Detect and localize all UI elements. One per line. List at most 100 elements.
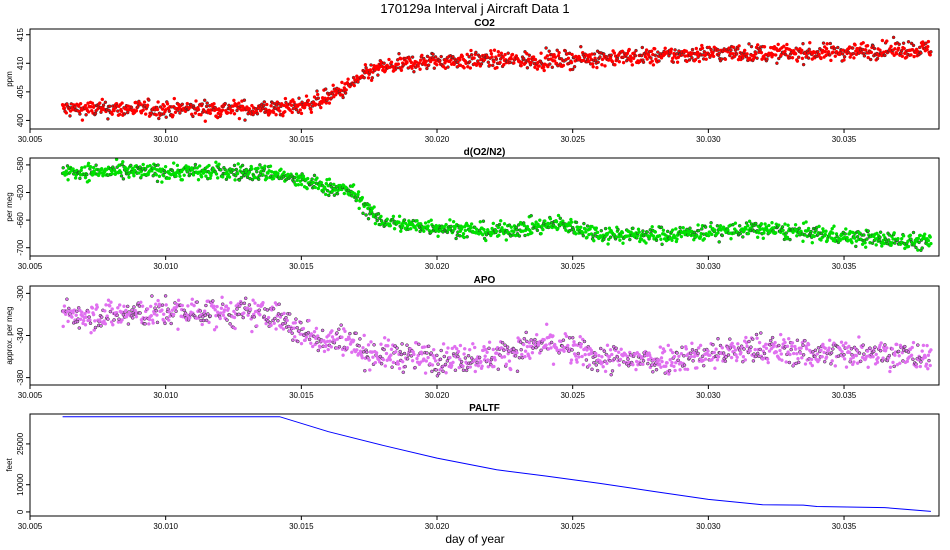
data-point — [620, 230, 625, 235]
data-point — [696, 223, 700, 227]
data-point — [783, 49, 787, 54]
data-point — [366, 76, 371, 80]
data-point — [311, 180, 316, 185]
data-point — [148, 163, 152, 168]
data-point — [242, 311, 246, 315]
data-point — [525, 224, 530, 229]
data-point — [827, 53, 832, 57]
data-point — [919, 51, 923, 55]
data-point — [312, 173, 317, 178]
data-point — [700, 227, 704, 231]
data-point — [279, 102, 284, 106]
data-point — [878, 235, 882, 240]
data-point — [614, 346, 618, 351]
data-point — [394, 66, 399, 70]
data-point — [160, 180, 164, 184]
data-point — [504, 362, 509, 366]
data-point — [373, 221, 378, 226]
data-point — [592, 238, 596, 243]
data-point — [599, 228, 604, 233]
data-point — [304, 335, 309, 339]
data-point — [893, 47, 897, 51]
data-point — [256, 177, 261, 182]
data-point — [570, 52, 574, 57]
data-point — [754, 52, 758, 56]
data-point — [231, 168, 235, 172]
data-point — [138, 311, 142, 315]
data-point — [362, 75, 366, 80]
data-point — [245, 306, 250, 310]
data-point — [900, 54, 905, 59]
data-point — [560, 344, 564, 348]
data-point — [810, 240, 815, 245]
data-point — [911, 230, 916, 235]
data-point — [657, 358, 661, 362]
data-point — [750, 337, 755, 341]
data-point — [876, 356, 880, 360]
data-point — [109, 320, 114, 324]
data-point — [773, 53, 778, 57]
data-point — [156, 100, 160, 104]
data-point — [262, 100, 267, 104]
data-point — [803, 338, 807, 343]
data-point — [291, 338, 295, 342]
data-point — [861, 343, 865, 347]
data-point — [110, 171, 114, 176]
data-point — [121, 160, 125, 164]
data-point — [679, 234, 684, 239]
data-point — [591, 234, 595, 239]
data-point — [669, 47, 674, 51]
data-point — [773, 231, 778, 235]
data-point — [872, 46, 877, 51]
data-point — [171, 161, 176, 165]
data-point — [897, 42, 901, 47]
data-point — [248, 307, 253, 311]
data-point — [823, 346, 828, 350]
data-point — [78, 176, 82, 181]
data-point — [892, 231, 896, 235]
data-point — [871, 354, 875, 359]
data-point — [496, 49, 501, 54]
data-point — [451, 360, 455, 365]
data-point — [513, 354, 518, 358]
data-point — [747, 339, 751, 344]
data-point — [773, 340, 777, 345]
data-point — [929, 348, 933, 352]
data-point — [290, 331, 294, 335]
data-point — [529, 338, 533, 342]
data-point — [315, 334, 320, 338]
data-point — [600, 355, 604, 359]
data-point — [192, 303, 196, 308]
data-point — [110, 112, 114, 116]
data-point — [486, 60, 491, 64]
data-point — [835, 234, 839, 239]
data-point — [741, 359, 745, 364]
data-point — [294, 172, 299, 176]
data-point — [271, 110, 276, 115]
data-point — [688, 351, 693, 356]
data-point — [83, 323, 88, 327]
data-point — [566, 343, 570, 348]
data-point — [635, 350, 640, 355]
data-point — [129, 163, 133, 168]
data-point — [923, 355, 928, 360]
data-point — [786, 223, 790, 228]
x-tick-label: 30.035 — [832, 135, 857, 144]
data-point — [250, 167, 254, 171]
data-point — [314, 102, 318, 107]
data-point — [553, 55, 558, 59]
data-point — [276, 318, 280, 323]
data-point — [641, 229, 645, 233]
data-point — [178, 111, 182, 115]
data-point — [154, 173, 159, 177]
data-point — [174, 309, 178, 314]
data-point — [160, 308, 164, 312]
data-point — [381, 357, 386, 362]
data-point — [223, 101, 227, 106]
data-point — [122, 304, 126, 309]
data-point — [296, 110, 301, 115]
data-point — [426, 355, 430, 360]
data-point — [415, 356, 419, 361]
data-point — [163, 321, 167, 326]
data-point — [263, 164, 267, 169]
